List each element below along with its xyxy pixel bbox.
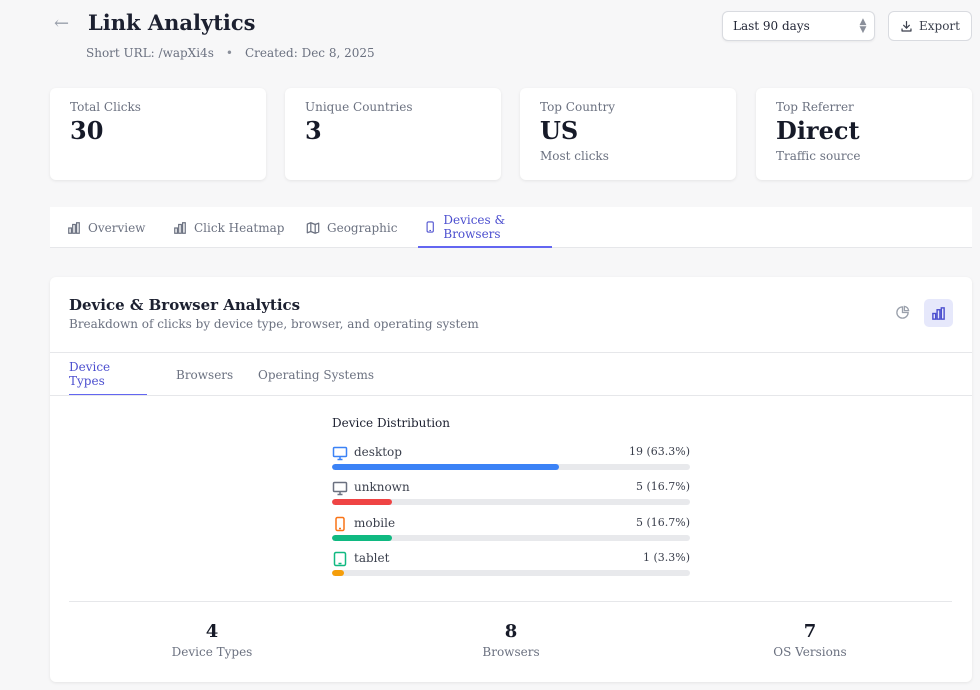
progress-fill bbox=[332, 535, 392, 541]
export-button[interactable]: Export bbox=[888, 11, 972, 41]
bar-chart-toggle-icon[interactable] bbox=[924, 299, 953, 327]
device-row-mobile: mobile 5 (16.7%) bbox=[332, 516, 690, 548]
tab-label: Geographic bbox=[327, 220, 398, 235]
stat-label: Unique Countries bbox=[305, 100, 413, 114]
monitor-icon bbox=[332, 481, 348, 496]
device-count: 19 (63.3%) bbox=[628, 445, 690, 458]
device-row-tablet: tablet 1 (3.3%) bbox=[332, 551, 690, 583]
stat-card-top-referrer: Top Referrer Direct Traffic source bbox=[756, 88, 972, 180]
stat-label: Total Clicks bbox=[70, 100, 141, 114]
progress-track bbox=[332, 535, 690, 541]
tab-click-heatmap[interactable]: Click Heatmap bbox=[173, 207, 284, 248]
device-row-unknown: unknown 5 (16.7%) bbox=[332, 480, 690, 512]
device-count: 1 (3.3%) bbox=[642, 551, 690, 564]
date-range-value: Last 90 days bbox=[733, 19, 810, 33]
subtab-device-types[interactable]: Device Types bbox=[69, 353, 147, 396]
progress-fill bbox=[332, 464, 559, 470]
device-count: 5 (16.7%) bbox=[635, 516, 690, 529]
progress-fill bbox=[332, 499, 392, 505]
smartphone-icon bbox=[426, 220, 434, 233]
summary-os-versions: 7 OS Versions bbox=[710, 621, 910, 659]
summary-label: Device Types bbox=[171, 645, 253, 659]
desktop-icon bbox=[332, 446, 348, 461]
divider bbox=[50, 352, 972, 353]
smartphone-icon bbox=[335, 516, 345, 532]
device-row-desktop: desktop 19 (63.3%) bbox=[332, 445, 690, 477]
tab-label: Devices & Browsers bbox=[443, 212, 506, 241]
stat-value: 3 bbox=[305, 116, 322, 145]
chevron-updown-icon: ▲ ▼ bbox=[859, 17, 867, 35]
summary-number: 8 bbox=[504, 621, 518, 642]
stat-value: 30 bbox=[70, 116, 104, 145]
stat-card-top-country: Top Country US Most clicks bbox=[520, 88, 736, 180]
download-icon bbox=[901, 20, 912, 32]
stat-sub: Traffic source bbox=[776, 149, 861, 163]
summary-number: 7 bbox=[803, 621, 817, 642]
distribution-title: Device Distribution bbox=[332, 416, 451, 430]
subtab-operating-systems[interactable]: Operating Systems bbox=[258, 367, 375, 382]
export-label: Export bbox=[919, 19, 960, 33]
progress-track bbox=[332, 464, 690, 470]
stat-card-unique-countries: Unique Countries 3 bbox=[285, 88, 501, 180]
summary-label: Browsers bbox=[482, 645, 540, 659]
divider bbox=[69, 601, 952, 602]
analytics-tabs: Overview Click Heatmap Geographic Device… bbox=[50, 207, 972, 248]
panel-title: Device & Browser Analytics bbox=[69, 296, 301, 314]
tab-overview[interactable]: Overview bbox=[67, 207, 145, 248]
device-count: 5 (16.7%) bbox=[635, 480, 690, 493]
tablet-icon bbox=[333, 551, 347, 567]
summary-browsers: 8 Browsers bbox=[411, 621, 611, 659]
pie-chart-icon[interactable] bbox=[892, 302, 912, 322]
stat-label: Top Referrer bbox=[776, 100, 854, 114]
stat-value: US bbox=[540, 116, 579, 145]
device-name: tablet bbox=[354, 551, 390, 565]
summary-label: OS Versions bbox=[773, 645, 847, 659]
device-name: unknown bbox=[354, 480, 410, 494]
panel-description: Breakdown of clicks by device type, brow… bbox=[69, 317, 479, 331]
tab-label: Click Heatmap bbox=[194, 220, 285, 235]
progress-track bbox=[332, 570, 690, 576]
divider bbox=[50, 395, 972, 396]
link-meta: Short URL: /wapXi4s • Created: Dec 8, 2025 bbox=[86, 46, 375, 60]
subtab-browsers[interactable]: Browsers bbox=[176, 367, 234, 382]
device-browser-panel: Device & Browser Analytics Breakdown of … bbox=[50, 277, 972, 682]
map-icon bbox=[306, 221, 320, 234]
short-url: Short URL: /wapXi4s bbox=[86, 46, 214, 60]
summary-device-types: 4 Device Types bbox=[112, 621, 312, 659]
device-name: mobile bbox=[354, 516, 396, 530]
progress-fill bbox=[332, 570, 344, 576]
meta-separator: • bbox=[225, 46, 233, 60]
bar-chart-icon bbox=[68, 221, 80, 234]
date-range-select[interactable]: Last 90 days ▲ ▼ bbox=[722, 11, 875, 41]
created-date: Created: Dec 8, 2025 bbox=[244, 46, 375, 60]
stat-card-total-clicks: Total Clicks 30 bbox=[50, 88, 266, 180]
device-name: desktop bbox=[354, 445, 402, 459]
stat-sub: Most clicks bbox=[540, 149, 609, 163]
bar-chart-icon bbox=[174, 221, 186, 234]
tab-geographic[interactable]: Geographic bbox=[306, 207, 397, 248]
tab-label: Overview bbox=[88, 220, 146, 235]
page-title: Link Analytics bbox=[88, 10, 256, 35]
summary-number: 4 bbox=[205, 621, 219, 642]
tab-devices-browsers[interactable]: Devices & Browsers bbox=[418, 207, 552, 248]
stat-value: Direct bbox=[776, 116, 860, 145]
back-arrow-icon[interactable]: ← bbox=[54, 13, 70, 34]
progress-track bbox=[332, 499, 690, 505]
stat-label: Top Country bbox=[540, 100, 615, 114]
